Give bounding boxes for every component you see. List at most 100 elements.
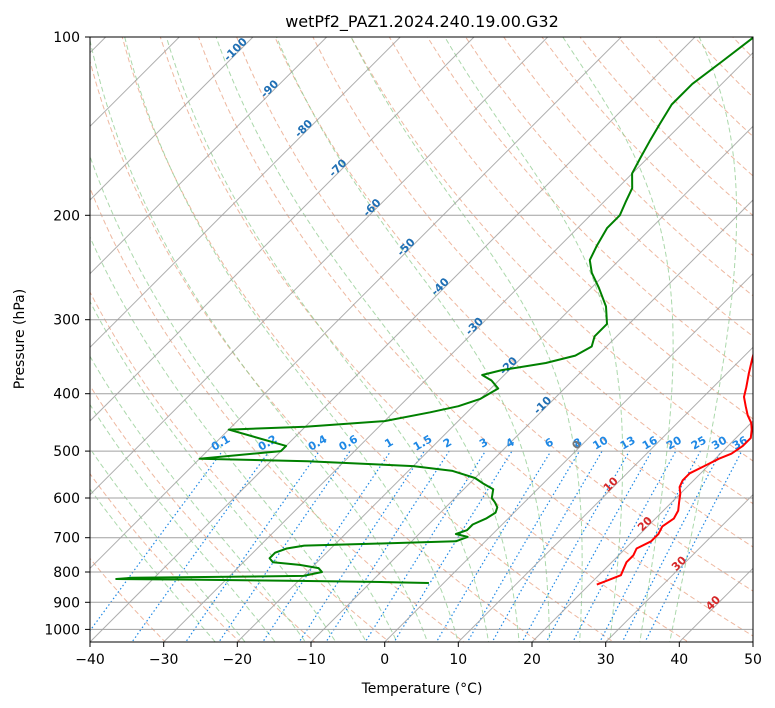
dewpoint-profile-line — [115, 37, 753, 584]
dry-adiabat — [503, 37, 753, 297]
isotherm-label: -70 — [326, 156, 349, 179]
isotherm-line — [457, 346, 753, 642]
x-axis-label: Temperature (°C) — [361, 681, 483, 697]
dry-adiabat — [274, 37, 753, 548]
moist-adiabat — [562, 37, 674, 642]
isotherm-label: -10 — [531, 394, 554, 417]
moist-adiabat — [350, 37, 583, 642]
mixing-ratio-label: 0.1 — [209, 433, 232, 454]
mixing-ratio-line — [435, 450, 552, 642]
isotherm-line — [531, 420, 753, 642]
dry-adiabat — [732, 37, 753, 59]
isotherm-line — [90, 37, 475, 422]
isotherm-label: -40 — [429, 275, 452, 298]
dry-adiabats — [90, 10, 775, 654]
mixing-ratio-line — [185, 450, 320, 642]
y-tick-label: 400 — [53, 387, 80, 403]
x-tick-label: 0 — [380, 652, 389, 668]
dry-adiabat — [579, 37, 753, 217]
moist-adiabat — [90, 235, 367, 642]
y-tick-label: 600 — [53, 491, 80, 507]
y-axis: 1000 900 800 700 600 500 400 300 200 100 — [44, 30, 90, 638]
moist-adiabat — [90, 154, 398, 642]
isotherm-line — [605, 493, 753, 642]
isotherm-label: -50 — [395, 235, 418, 258]
isotherm-line — [163, 51, 753, 642]
dry-adiabat — [90, 291, 391, 642]
dry-adiabat — [745, 10, 775, 654]
moist-adiabat — [90, 38, 429, 642]
moist-adiabat — [90, 447, 246, 642]
profile-series — [115, 37, 753, 586]
dry-adiabat — [197, 37, 753, 637]
temperature-profile-line — [596, 351, 753, 586]
x-tick-label: 40 — [670, 652, 688, 668]
x-tick-label: 30 — [597, 652, 615, 668]
x-tick-label: 10 — [449, 652, 467, 668]
isotherm-gridlines — [90, 37, 753, 642]
mixing-ratio-label: 30 — [709, 433, 729, 452]
mixing-ratio-label: 16 — [640, 433, 660, 452]
isotherm-line — [310, 199, 753, 642]
isotherm-label: -20 — [497, 354, 520, 377]
isotherm-label: 30 — [669, 553, 689, 573]
y-tick-label: 700 — [53, 531, 80, 547]
mixing-ratio-line — [325, 450, 450, 642]
mixing-ratio-label: 25 — [689, 434, 709, 453]
x-tick-label: −10 — [296, 652, 326, 668]
mixing-ratio-label: 2 — [441, 436, 454, 451]
isotherm-label: -80 — [292, 117, 315, 140]
y-tick-label: 1000 — [44, 622, 80, 638]
isotherm-label: 40 — [703, 593, 723, 613]
isotherm-label: -90 — [258, 77, 281, 100]
moist-adiabat — [669, 37, 738, 642]
x-axis: −40 −30 −20 −10 0 10 20 30 40 50 — [75, 642, 762, 668]
y-tick-label: 800 — [53, 565, 80, 581]
x-tick-label: 20 — [523, 652, 541, 668]
mixing-ratio-label: 13 — [618, 434, 638, 453]
isotherm-line — [678, 567, 753, 642]
isotherm-line — [90, 37, 623, 570]
y-tick-label: 500 — [53, 444, 80, 460]
dry-adiabat — [90, 384, 316, 642]
y-axis-label: Pressure (hPa) — [12, 289, 28, 389]
dry-adiabat — [655, 37, 753, 138]
mixing-ratio-label: 0.4 — [306, 432, 330, 453]
dry-adiabat — [90, 59, 540, 642]
mixing-ratio-line — [393, 450, 513, 642]
isotherm-line — [90, 37, 328, 275]
moist-adiabat — [215, 37, 520, 642]
x-tick-label: −40 — [75, 652, 105, 668]
dry-adiabat — [90, 186, 465, 642]
moist-adiabat — [90, 355, 307, 642]
isotherm-label: 10 — [601, 474, 621, 494]
dry-adiabat — [90, 557, 167, 642]
mixing-ratio-label: 0.6 — [337, 432, 361, 453]
moist-adiabat — [90, 488, 216, 642]
chart-title: wetPf2_PAZ1.2024.240.19.00.G32 — [285, 12, 559, 32]
mixing-ratio-label: 20 — [664, 433, 684, 452]
isotherm-line — [90, 37, 696, 642]
y-tick-label: 200 — [53, 208, 80, 224]
x-tick-label: −20 — [223, 652, 253, 668]
y-tick-label: 300 — [53, 313, 80, 329]
isotherm-line — [236, 125, 753, 642]
mixing-ratio-line — [491, 450, 603, 642]
dry-adiabat — [90, 472, 241, 642]
pressure-gridlines — [90, 37, 753, 630]
mixing-ratio-line — [621, 450, 722, 642]
mixing-ratio-label: 10 — [590, 433, 610, 452]
isotherm-line — [90, 37, 181, 128]
y-tick-label: 100 — [53, 30, 80, 46]
isotherm-line — [90, 37, 402, 349]
dry-adiabat — [465, 37, 753, 338]
dry-adiabat — [617, 37, 753, 177]
mixing-ratio-line — [298, 450, 425, 642]
mixing-ratio-label: 1 — [382, 436, 395, 451]
isotherm-line — [752, 641, 753, 642]
isotherm-label: 20 — [635, 514, 655, 534]
plot-frame — [89, 36, 754, 643]
mixing-ratio-label: 36 — [730, 433, 750, 452]
